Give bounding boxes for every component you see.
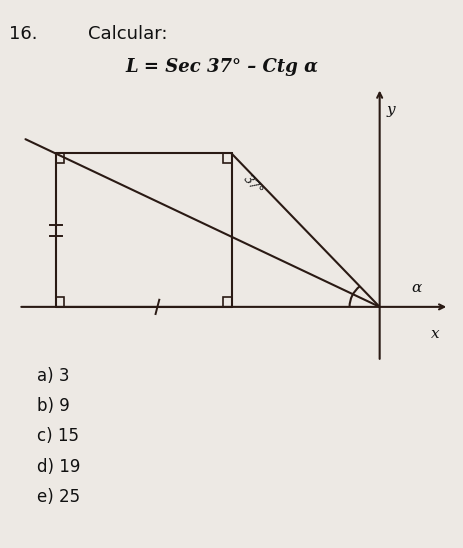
Text: α: α [412,281,422,295]
Text: c) 15: c) 15 [37,427,79,446]
Text: 16.: 16. [9,25,38,43]
Text: x: x [431,327,439,341]
Text: 37°: 37° [241,173,265,198]
Text: b) 9: b) 9 [37,397,70,415]
Text: y: y [387,102,395,117]
Text: a) 3: a) 3 [37,367,69,385]
Text: d) 19: d) 19 [37,458,81,476]
Text: e) 25: e) 25 [37,488,80,506]
Text: L = Sec 37° – Ctg α: L = Sec 37° – Ctg α [126,58,319,76]
Text: Calcular:: Calcular: [88,25,168,43]
